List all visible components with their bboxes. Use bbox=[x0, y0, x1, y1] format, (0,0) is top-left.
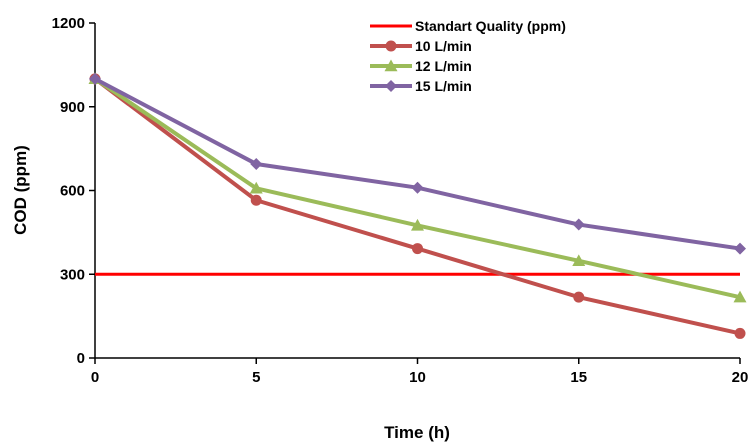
data-point bbox=[572, 218, 585, 231]
x-axis-ticks: 0 5 10 15 20 bbox=[91, 358, 749, 386]
y-tick-label: 900 bbox=[60, 99, 85, 116]
y-tick-label: 300 bbox=[60, 266, 85, 283]
legend-item: 15 L/min bbox=[370, 78, 472, 94]
x-tick-label: 10 bbox=[409, 369, 426, 386]
data-point bbox=[411, 181, 424, 194]
x-tick-label: 5 bbox=[252, 369, 260, 386]
data-point bbox=[89, 72, 101, 85]
legend: Standart Quality (ppm) 10 L/min 12 L/min 15… bbox=[370, 18, 566, 94]
legend-marker bbox=[384, 59, 398, 72]
legend-label: 15 L/min bbox=[415, 78, 472, 94]
y-tick-label: 600 bbox=[60, 183, 85, 200]
x-tick-label: 0 bbox=[91, 369, 99, 386]
legend-item: Standart Quality (ppm) bbox=[370, 18, 566, 34]
legend-marker bbox=[385, 40, 397, 52]
series-10-l-min bbox=[89, 73, 746, 339]
data-point bbox=[734, 327, 746, 339]
legend-marker bbox=[385, 80, 397, 92]
x-tick-label: 15 bbox=[570, 369, 587, 386]
data-point bbox=[412, 243, 423, 255]
series-layer bbox=[88, 72, 747, 339]
series-line bbox=[93, 77, 741, 336]
legend-label: 12 L/min bbox=[415, 58, 472, 74]
y-axis-title: COD (ppm) bbox=[11, 145, 30, 235]
data-point bbox=[250, 194, 262, 206]
x-tick-label: 20 bbox=[732, 369, 749, 386]
data-point bbox=[572, 254, 586, 267]
data-point bbox=[249, 181, 263, 194]
legend-label: 10 L/min bbox=[415, 38, 472, 54]
data-point bbox=[734, 242, 746, 255]
legend-item: 12 L/min bbox=[370, 58, 472, 74]
legend-item: 10 L/min bbox=[370, 38, 472, 54]
data-point bbox=[250, 157, 263, 170]
legend-label: Standart Quality (ppm) bbox=[415, 18, 566, 34]
y-axis-ticks: 0 300 600 900 1200 bbox=[52, 15, 95, 367]
y-tick-label: 0 bbox=[77, 350, 85, 367]
data-point bbox=[411, 218, 424, 231]
series-15-l-min bbox=[89, 72, 746, 255]
data-point bbox=[733, 290, 747, 303]
y-tick-label: 1200 bbox=[52, 15, 85, 32]
x-axis-title: Time (h) bbox=[384, 423, 450, 442]
data-point bbox=[573, 291, 585, 303]
